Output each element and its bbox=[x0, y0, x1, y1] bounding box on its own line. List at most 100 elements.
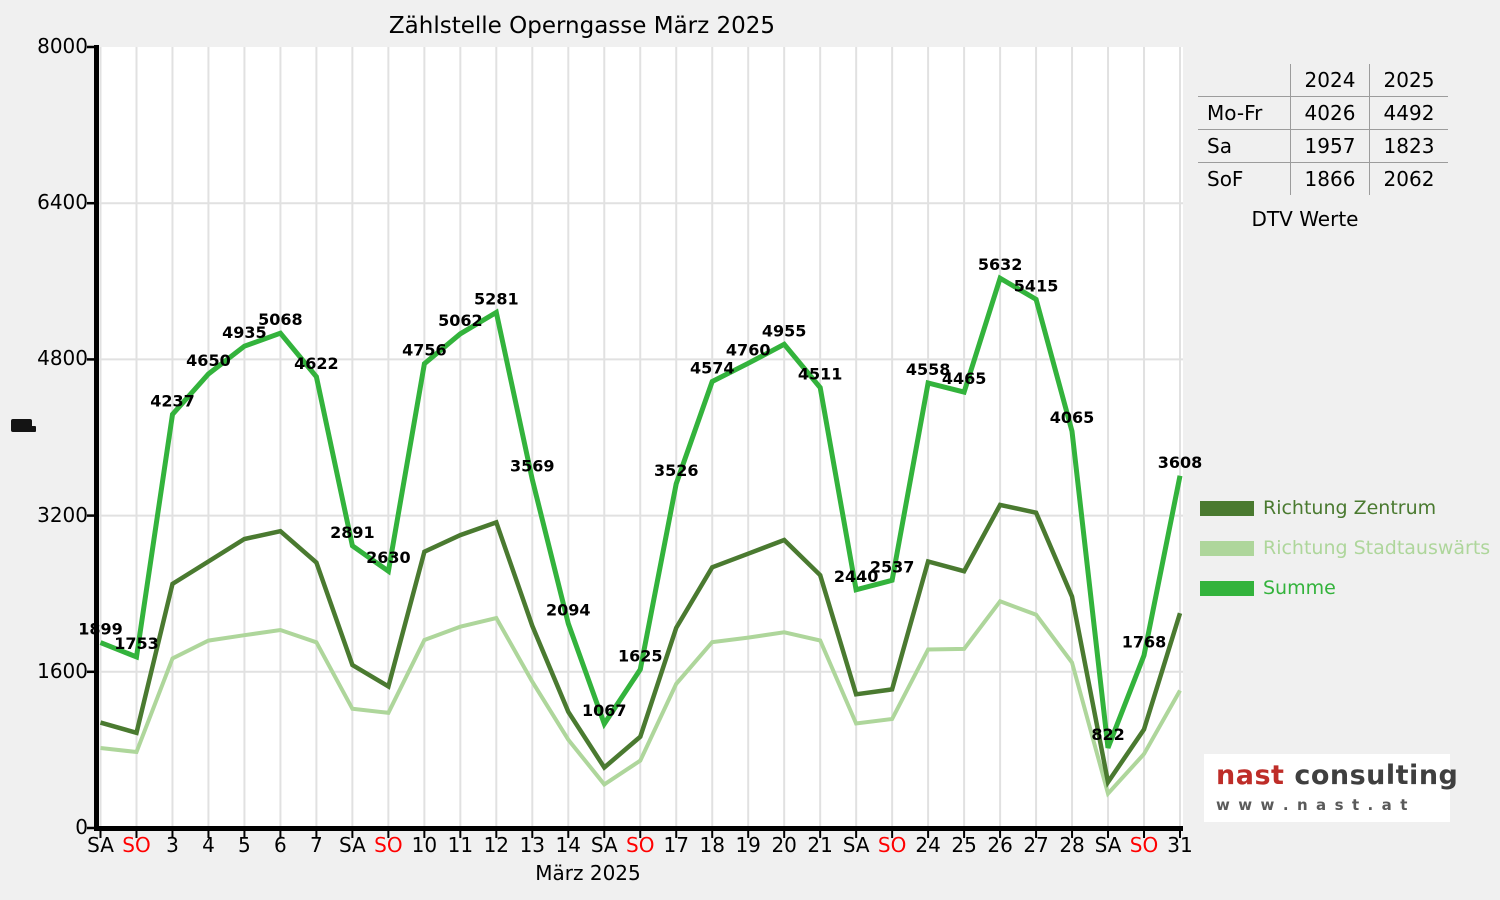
data-label: 1768 bbox=[1122, 632, 1167, 651]
x-tick-label-day: 28 bbox=[1059, 833, 1085, 857]
data-label: 822 bbox=[1091, 725, 1124, 744]
table-corner-cell bbox=[1198, 64, 1291, 97]
table-header-row: 2024 2025 bbox=[1198, 64, 1448, 97]
legend-item-zentrum: Richtung Zentrum bbox=[1200, 497, 1437, 519]
x-tick-label-day: 27 bbox=[1023, 833, 1049, 857]
table-row: Sa 1957 1823 bbox=[1198, 129, 1448, 163]
series-line-zentrum bbox=[99, 502, 1183, 788]
x-tick-label-day: 25 bbox=[951, 833, 977, 857]
data-label: 3608 bbox=[1158, 453, 1203, 472]
data-label: 5415 bbox=[1014, 276, 1059, 295]
data-label: 4065 bbox=[1050, 408, 1095, 427]
legend-item-summe: Summe bbox=[1200, 577, 1336, 599]
legend-swatch-stadtauswaerts bbox=[1200, 540, 1254, 556]
cell-value: 1957 bbox=[1290, 129, 1370, 163]
row-label: Mo-Fr bbox=[1198, 96, 1291, 130]
cell-value: 4492 bbox=[1369, 96, 1448, 130]
legend-label: Summe bbox=[1263, 577, 1336, 599]
data-label: 5068 bbox=[258, 310, 303, 329]
data-label: 4465 bbox=[942, 369, 987, 388]
dtv-table: 2024 2025 Mo-Fr 4026 4492 Sa 1957 1823 S… bbox=[1198, 64, 1448, 195]
x-tick-label-so: SO bbox=[1129, 833, 1159, 857]
x-tick-label-day: 14 bbox=[555, 833, 581, 857]
nast-consulting-logo: nast consulting w w w . n a s t . a t bbox=[1204, 754, 1458, 822]
series-line-stadtauswaerts bbox=[100, 598, 1182, 798]
x-tick-label-day: 10 bbox=[411, 833, 438, 857]
cell-value: 1866 bbox=[1290, 162, 1370, 195]
legend-item-stadtauswaerts: Richtung Stadtauswärts bbox=[1200, 537, 1491, 559]
x-tick-label-so: SO bbox=[122, 833, 151, 857]
x-tick-label-sa: SA bbox=[842, 833, 870, 857]
x-tick-label-day: 20 bbox=[771, 833, 797, 857]
x-tick-label-sa: SA bbox=[1094, 833, 1122, 857]
data-label: 1753 bbox=[114, 634, 159, 653]
data-label: 2440 bbox=[834, 567, 879, 586]
logo-brand-primary: nast bbox=[1216, 760, 1285, 791]
x-tick-label-day: 6 bbox=[274, 833, 287, 857]
logo-wordmark: nast consulting bbox=[1216, 760, 1458, 791]
data-label: 4756 bbox=[402, 341, 447, 360]
data-label: 4511 bbox=[798, 365, 843, 384]
legend-label: Richtung Zentrum bbox=[1263, 497, 1437, 519]
x-tick-label-day: 17 bbox=[663, 833, 689, 857]
x-tick-label-day: 31 bbox=[1167, 833, 1193, 857]
y-tick-label: 1600 bbox=[37, 658, 88, 683]
table-header-2024: 2024 bbox=[1290, 64, 1370, 97]
legend-swatch-zentrum bbox=[1200, 500, 1254, 516]
x-tick-label-day: 24 bbox=[915, 833, 941, 857]
logo-url: w w w . n a s t . a t bbox=[1216, 796, 1409, 814]
y-axis-label-glyph bbox=[11, 419, 36, 432]
data-label: 4558 bbox=[906, 360, 951, 379]
table-row: Mo-Fr 4026 4492 bbox=[1198, 96, 1448, 130]
data-label: 3526 bbox=[654, 461, 699, 480]
data-label: 5062 bbox=[438, 311, 483, 330]
x-tick-label-so: SO bbox=[374, 833, 403, 857]
x-tick-label-day: 18 bbox=[699, 833, 725, 857]
x-tick-label-day: 13 bbox=[519, 833, 546, 857]
x-tick-label-sa: SA bbox=[339, 833, 366, 857]
data-label: 3569 bbox=[510, 457, 555, 476]
data-label: 4760 bbox=[726, 340, 771, 359]
x-tick-label-so: SO bbox=[877, 833, 907, 857]
data-label: 4622 bbox=[294, 354, 339, 373]
x-tick-label-day: 4 bbox=[202, 833, 215, 857]
cell-value: 2062 bbox=[1369, 162, 1448, 195]
data-label: 1067 bbox=[582, 701, 627, 720]
y-tick-label: 0 bbox=[75, 815, 88, 839]
cell-value: 4026 bbox=[1290, 96, 1370, 130]
x-axis-title: März 2025 bbox=[535, 861, 641, 885]
data-label: 5281 bbox=[474, 289, 519, 308]
data-label: 4574 bbox=[690, 358, 735, 377]
x-axis-line bbox=[94, 826, 1183, 831]
x-tick-label-day: 19 bbox=[735, 833, 761, 857]
x-tick-label-sa: SA bbox=[87, 833, 114, 857]
row-label: SoF bbox=[1207, 167, 1244, 191]
x-tick-label-day: 3 bbox=[166, 833, 179, 857]
x-tick-label-day: 12 bbox=[483, 833, 510, 857]
x-tick-label-day: 21 bbox=[807, 833, 833, 857]
y-tick-label: 3200 bbox=[37, 502, 88, 527]
chart-title: Zählstelle Operngasse März 2025 bbox=[388, 13, 776, 39]
x-tick-label-day: 7 bbox=[310, 833, 323, 857]
y-axis-line bbox=[94, 45, 99, 831]
data-label: 1899 bbox=[78, 620, 123, 639]
data-label: 4935 bbox=[222, 323, 267, 342]
data-label: 2630 bbox=[366, 548, 411, 567]
data-label: 4955 bbox=[762, 321, 807, 340]
table-header-2025: 2025 bbox=[1369, 64, 1448, 97]
data-label: 2537 bbox=[870, 557, 915, 576]
row-label: Sa bbox=[1198, 129, 1291, 163]
data-label: 4650 bbox=[186, 351, 231, 370]
y-tick-label: 6400 bbox=[37, 190, 88, 215]
data-label: 4237 bbox=[150, 391, 195, 410]
data-label: 2891 bbox=[330, 523, 375, 542]
legend-label: Richtung Stadtauswärts bbox=[1263, 537, 1491, 559]
x-tick-label-sa: SA bbox=[590, 833, 618, 857]
y-tick-label: 4800 bbox=[37, 346, 88, 371]
data-label: 1625 bbox=[618, 646, 663, 665]
x-tick-label-day: 26 bbox=[987, 833, 1013, 857]
table-caption: DTV Werte bbox=[1251, 207, 1359, 231]
cell-value: 1823 bbox=[1369, 129, 1448, 163]
